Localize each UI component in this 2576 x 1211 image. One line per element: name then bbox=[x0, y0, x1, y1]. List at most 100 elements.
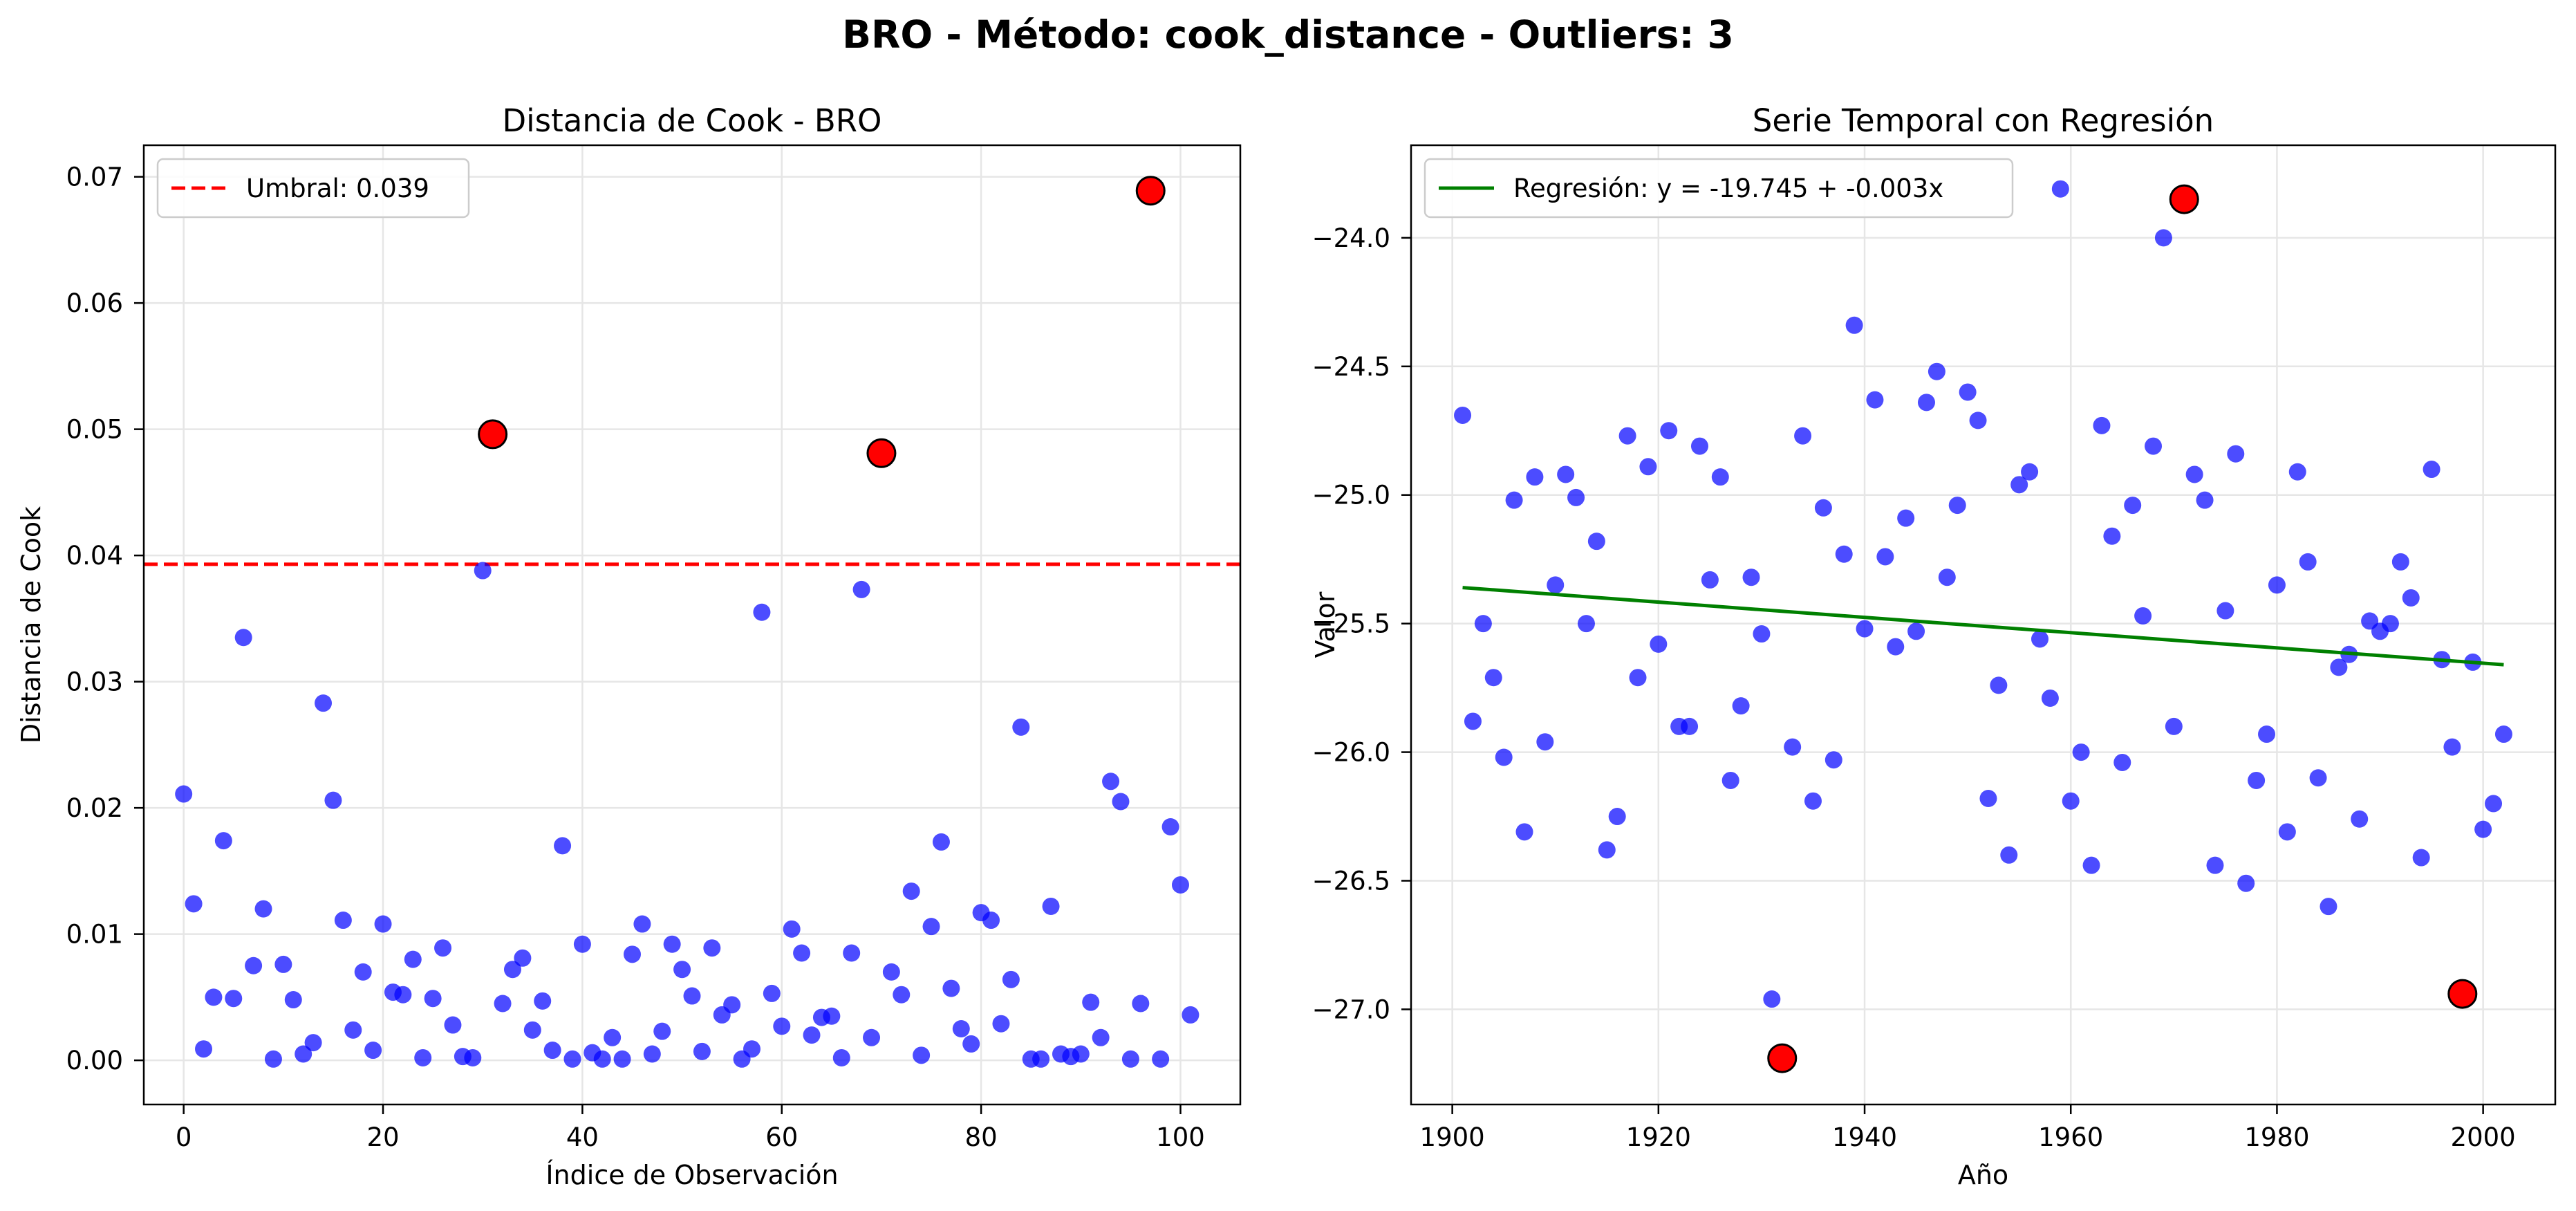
chart-title: Serie Temporal con Regresión bbox=[1753, 102, 2214, 139]
data-point bbox=[2000, 846, 2018, 864]
x-axis-label: Índice de Observación bbox=[545, 1160, 838, 1190]
data-point bbox=[1876, 548, 1894, 566]
data-point bbox=[2124, 497, 2142, 515]
data-point bbox=[2320, 898, 2337, 916]
data-point bbox=[643, 1045, 661, 1063]
data-point bbox=[2010, 476, 2028, 494]
x-tick-label: 40 bbox=[566, 1122, 599, 1152]
x-axis-label: Año bbox=[1958, 1160, 2008, 1190]
data-point bbox=[783, 920, 801, 938]
data-point bbox=[683, 987, 701, 1005]
data-point bbox=[444, 1016, 462, 1034]
data-point bbox=[1753, 625, 1771, 643]
data-point bbox=[2351, 810, 2369, 828]
data-point bbox=[563, 1050, 581, 1068]
data-point bbox=[852, 580, 870, 598]
data-point bbox=[1577, 615, 1595, 633]
y-tick-label: 0.02 bbox=[66, 793, 123, 823]
y-tick-label: −26.0 bbox=[1312, 738, 1390, 768]
data-point bbox=[1042, 897, 1060, 915]
data-point bbox=[2113, 753, 2131, 771]
data-point bbox=[2288, 463, 2306, 481]
data-point bbox=[1454, 406, 1472, 424]
data-point bbox=[913, 1046, 931, 1064]
data-point bbox=[2021, 463, 2039, 481]
y-tick-label: −27.0 bbox=[1312, 995, 1390, 1024]
data-point bbox=[1990, 676, 2008, 694]
data-point bbox=[1660, 422, 1678, 440]
data-point bbox=[843, 944, 861, 962]
data-point bbox=[723, 996, 741, 1014]
data-point bbox=[793, 944, 811, 962]
data-point bbox=[1505, 491, 1523, 509]
data-point bbox=[863, 1028, 881, 1046]
data-point bbox=[2309, 769, 2327, 787]
y-tick-label: 0.01 bbox=[66, 920, 123, 950]
data-point bbox=[1092, 1028, 1110, 1046]
data-point bbox=[1814, 499, 1832, 517]
data-point bbox=[2402, 589, 2420, 607]
x-tick-label: 1960 bbox=[2038, 1122, 2103, 1152]
data-point bbox=[374, 915, 392, 933]
data-point bbox=[932, 833, 950, 851]
data-point bbox=[942, 979, 960, 997]
data-point bbox=[2145, 437, 2163, 455]
chart-panel-2: 1900 1920 1940 1960 1980 2000 −24.0 −24.5 −25.0 −… bbox=[1310, 102, 2557, 1190]
data-point bbox=[1484, 669, 1502, 687]
x-tick-label: 1940 bbox=[1832, 1122, 1897, 1152]
data-point bbox=[922, 918, 940, 936]
legend: Umbral: 0.039 bbox=[156, 158, 470, 219]
data-point bbox=[344, 1021, 362, 1039]
data-point bbox=[2185, 465, 2203, 483]
data-point bbox=[2103, 527, 2121, 545]
data-point bbox=[1711, 468, 1729, 486]
data-point bbox=[1547, 576, 1565, 594]
data-point bbox=[893, 986, 911, 1004]
legend-label: Umbral: 0.039 bbox=[246, 174, 429, 203]
data-point bbox=[324, 791, 342, 809]
y-tick-label: 0.05 bbox=[66, 415, 123, 445]
data-point bbox=[623, 945, 641, 963]
x-tick-label: 80 bbox=[965, 1122, 998, 1152]
data-point bbox=[992, 1015, 1010, 1033]
data-point bbox=[1681, 717, 1699, 735]
data-point bbox=[1979, 789, 1997, 807]
data-point bbox=[1959, 383, 1977, 401]
y-tick-label: 0.00 bbox=[66, 1046, 123, 1075]
data-point bbox=[315, 694, 333, 712]
data-point bbox=[2206, 856, 2224, 874]
data-point bbox=[2196, 491, 2214, 509]
data-point bbox=[693, 1042, 711, 1060]
data-point bbox=[1804, 792, 1822, 810]
data-point bbox=[663, 935, 681, 953]
data-point bbox=[414, 1048, 432, 1066]
data-point bbox=[464, 1048, 482, 1066]
data-point bbox=[424, 990, 442, 1008]
data-point bbox=[254, 900, 272, 918]
outlier-point bbox=[478, 419, 508, 450]
data-point bbox=[503, 961, 521, 979]
data-point bbox=[523, 1021, 541, 1039]
data-point bbox=[534, 992, 552, 1010]
data-point bbox=[1464, 712, 1482, 730]
axes-frame bbox=[1410, 144, 2557, 1106]
data-point bbox=[185, 895, 203, 913]
data-point bbox=[245, 956, 263, 974]
data-point bbox=[554, 837, 572, 855]
outlier-point bbox=[1767, 1043, 1798, 1073]
data-point bbox=[2474, 820, 2492, 838]
data-point bbox=[952, 1020, 970, 1037]
chart-panel-1: 0 20 40 60 80 100 0.00 0.01 0.02 0.03 0.04 0.05 0.06… bbox=[16, 102, 1242, 1190]
data-point bbox=[1536, 733, 1554, 751]
data-point bbox=[2485, 795, 2503, 813]
y-tick-label: 0.07 bbox=[66, 163, 123, 192]
data-point bbox=[1742, 568, 1760, 586]
data-point bbox=[1495, 748, 1513, 766]
data-point bbox=[225, 990, 243, 1008]
data-point bbox=[2391, 553, 2409, 571]
y-axis-label: Distancia de Cook bbox=[16, 506, 46, 743]
y-tick-label: 0.03 bbox=[66, 667, 123, 697]
data-point bbox=[304, 1034, 322, 1052]
data-point bbox=[1845, 316, 1863, 334]
data-point bbox=[2278, 823, 2296, 841]
